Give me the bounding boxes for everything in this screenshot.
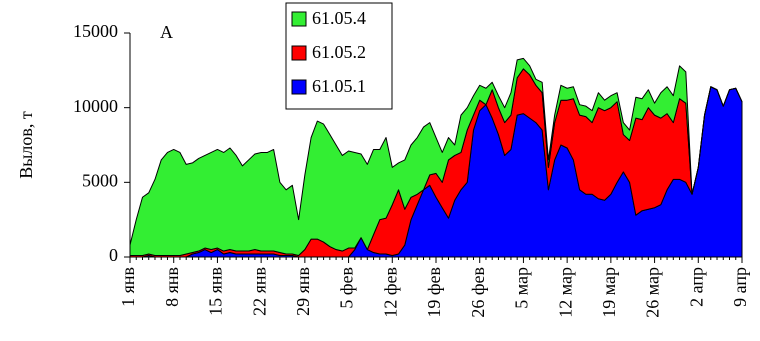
x-tick-label: 22 янв	[249, 267, 269, 316]
legend-label: 61.05.1	[312, 76, 366, 96]
x-tick-label: 15 янв	[206, 267, 226, 316]
y-tick-label: 10000	[73, 96, 118, 116]
y-tick-label: 0	[109, 245, 118, 265]
x-tick-label: 2 апр	[686, 267, 706, 307]
legend-label: 61.05.4	[312, 8, 366, 28]
x-tick-label: 29 янв	[293, 267, 313, 316]
x-tick-label: 19 мар	[599, 267, 619, 318]
x-tick-label: 5 мар	[512, 267, 532, 309]
legend-swatch	[291, 45, 307, 61]
area	[129, 57, 743, 257]
legend-label: 61.05.2	[312, 42, 366, 62]
x-tick-label: 26 фев	[468, 267, 488, 318]
x-tick-label: 1 янв	[118, 267, 138, 307]
x-tick-label: 12 фев	[380, 267, 400, 318]
legend-swatch	[291, 11, 307, 27]
x-tick-label: 19 фев	[424, 267, 444, 318]
x-tick-label: 8 янв	[162, 267, 182, 307]
x-tick-label: 9 апр	[730, 267, 750, 307]
x-tick-label: 26 мар	[643, 267, 663, 318]
x-tick-label: 12 мар	[555, 267, 575, 318]
legend-swatch	[291, 79, 307, 95]
y-axis-label: Вылов, т	[16, 111, 36, 179]
y-tick-label: 5000	[82, 170, 118, 190]
annotation: A	[160, 22, 173, 42]
y-tick-label: 15000	[73, 21, 118, 41]
x-tick-label: 5 фев	[337, 267, 357, 309]
